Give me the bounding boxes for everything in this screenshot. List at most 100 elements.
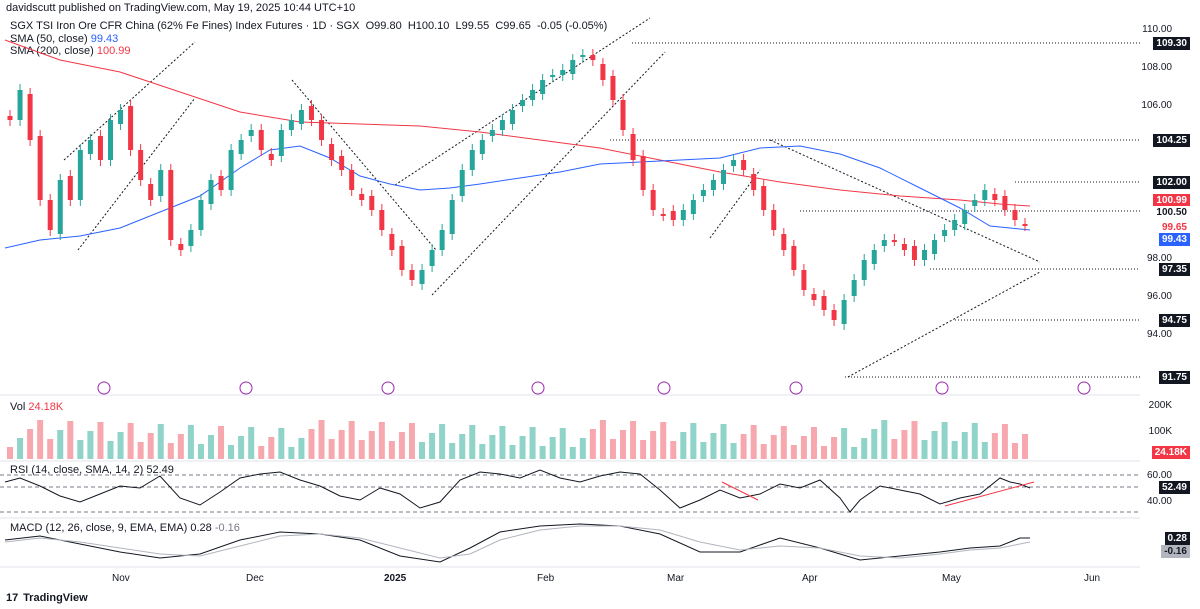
candle-body (118, 110, 124, 124)
volume-bar (288, 447, 295, 459)
rsi-tag: 52.49 (1158, 481, 1190, 494)
tradingview-logo[interactable]: 17 TradingView (6, 592, 88, 604)
candle-body (7, 116, 13, 120)
candle-body (982, 190, 988, 200)
volume-bar (469, 425, 476, 459)
volume-bar (750, 425, 757, 459)
sma200-label: SMA (200, close) (10, 45, 94, 57)
volume-bar (851, 447, 858, 459)
volume-bar (891, 439, 898, 459)
instrument-legend: SGX TSI Iron Ore CFR China (62% Fe Fines… (10, 20, 607, 32)
volume-bar (308, 429, 315, 459)
price-tick: 98.00 (1146, 253, 1172, 264)
sma200-legend[interactable]: SMA (200, close) 100.99 (10, 45, 130, 57)
macd-signal-tag: -0.16 (1161, 545, 1190, 558)
candle-body (509, 110, 515, 124)
close-value: 99.65 (503, 20, 531, 32)
volume-bar (589, 429, 596, 459)
macd-legend[interactable]: MACD (12, 26, close, 9, EMA, EMA) 0.28 -… (10, 522, 240, 534)
candle-body (148, 184, 154, 200)
volume-bar (780, 426, 787, 459)
candle-body (228, 150, 234, 190)
volume-bar (559, 428, 566, 459)
change-value: -0.05 (-0.05%) (536, 20, 608, 32)
candle-body (861, 260, 867, 280)
open-value: 99.80 (374, 20, 402, 32)
candle-body (550, 75, 556, 77)
candle-body (27, 94, 33, 140)
candle-body (590, 55, 596, 60)
volume-bar (700, 442, 707, 459)
volume-bar (961, 432, 968, 459)
high-label: H (407, 20, 416, 32)
volume-bars (7, 420, 1028, 459)
volume-bar (479, 444, 486, 459)
sma50-legend[interactable]: SMA (50, close) 99.43 (10, 33, 118, 45)
candle-body (168, 170, 174, 240)
volume-bar (408, 423, 415, 459)
candle-body (379, 210, 385, 230)
volume-bar (318, 420, 325, 459)
volume-bar (87, 431, 94, 459)
volume-bar (57, 430, 64, 459)
macd-pane (4, 523, 1031, 563)
time-tick: Nov (112, 573, 130, 584)
time-tick: Mar (667, 573, 685, 584)
candle-body (419, 270, 425, 284)
vol-legend[interactable]: Vol 24.18K (10, 401, 63, 413)
macd-label: MACD (12, 26, close, 9, EMA, EMA) (10, 522, 188, 534)
volume-bar (620, 430, 627, 459)
candle-body (1002, 196, 1008, 210)
volume-bar (67, 421, 74, 459)
event-markers (97, 381, 1091, 395)
candle-body (319, 120, 325, 140)
candle-body (891, 240, 897, 242)
tradingview-logo-icon: 17 (6, 592, 19, 604)
candle-body (731, 160, 737, 166)
sma50-line (4, 145, 1031, 249)
candle-body (369, 196, 375, 210)
candle-body (560, 70, 566, 75)
volume-bar (549, 437, 556, 459)
candle-body (198, 200, 204, 230)
rsi-legend[interactable]: RSI (14, close, SMA, 14, 2) 52.49 (10, 464, 174, 476)
rsi-pane (0, 469, 1140, 513)
candle-body (298, 110, 304, 124)
volume-bar (690, 423, 697, 459)
rsi-tick: 40.00 (1146, 496, 1172, 507)
candle-body (158, 170, 164, 196)
candle-body (520, 100, 526, 106)
macd-value: 0.28 (190, 522, 212, 534)
candle-body (781, 234, 787, 250)
volume-bar (901, 430, 908, 459)
candle-body (349, 170, 355, 190)
candle-body (911, 246, 917, 260)
volume-bar (650, 431, 657, 459)
volume-bar (931, 431, 938, 459)
volume-bar (499, 426, 506, 459)
volume-bar (881, 420, 888, 459)
candle-body (439, 230, 445, 250)
high-value: 100.10 (415, 20, 450, 32)
candle-body (188, 230, 194, 246)
sma200-value: 100.99 (96, 45, 131, 57)
candle-body (992, 194, 998, 200)
price-tick: 108.00 (1141, 62, 1172, 73)
volume-bar (981, 442, 988, 459)
candle-body (248, 130, 254, 136)
macd-signal-line (4, 525, 1031, 559)
volume-bar (790, 445, 797, 459)
candle-body (922, 250, 928, 260)
price-tick: 106.00 (1141, 100, 1172, 111)
rsi-line (4, 469, 1031, 513)
volume-bar (167, 443, 174, 459)
candle-body (801, 270, 807, 290)
candle-body (77, 150, 83, 200)
macd-signal-value: -0.16 (214, 522, 240, 534)
level-tag: 109.30 (1153, 37, 1190, 50)
vol-label: Vol (10, 401, 26, 413)
volume-bar (368, 431, 375, 459)
volume-bar (529, 427, 536, 459)
time-tick: Apr (802, 573, 818, 584)
